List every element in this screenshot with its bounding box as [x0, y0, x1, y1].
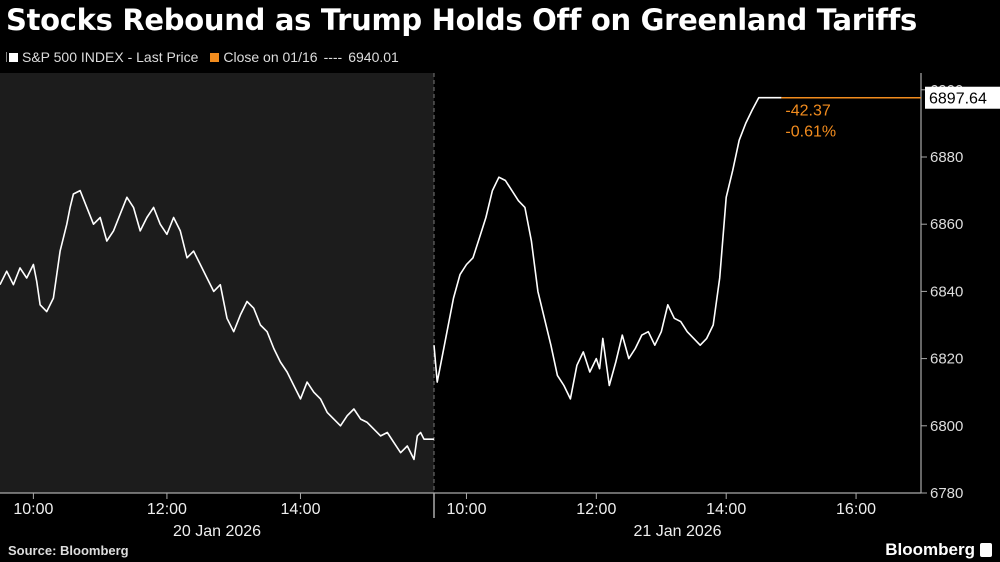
- legend-series-label: S&P 500 INDEX - Last Price: [22, 49, 199, 65]
- source-label: Source: Bloomberg: [8, 543, 129, 558]
- x-tick-label: 14:00: [706, 501, 746, 518]
- y-tick-label: 6780: [930, 485, 963, 502]
- y-tick-label: 6860: [930, 216, 963, 233]
- legend: S&P 500 INDEX - Last Price Close on 01/1…: [6, 49, 411, 65]
- x-tick-label: 10:00: [446, 501, 486, 518]
- y-tick-label: 6840: [930, 283, 963, 300]
- brand-label: Bloomberg: [885, 540, 975, 559]
- brand: Bloomberg: [885, 540, 992, 560]
- x-tick-label: 10:00: [13, 501, 53, 518]
- x-tick-label: 12:00: [576, 501, 616, 518]
- price-line-panel-1: [0, 189, 434, 461]
- change-label: -42.37: [785, 103, 830, 120]
- last-price-box: [925, 86, 1000, 109]
- x-tick-label: 14:00: [280, 501, 320, 518]
- x-tick-label: 12:00: [147, 501, 187, 518]
- x-tick-label: 16:00: [836, 501, 876, 518]
- change-pct-label: -0.61%: [785, 124, 836, 141]
- legend-series: S&P 500 INDEX - Last Price: [6, 49, 198, 65]
- y-tick-label: 6880: [930, 149, 963, 166]
- legend-close-label: Close on 01/16: [223, 49, 318, 65]
- x-date-label: 21 Jan 2026: [633, 523, 721, 540]
- y-tick-label: 6800: [930, 418, 963, 435]
- panel-bg-day2: [434, 73, 921, 493]
- legend-close-swatch: [210, 52, 220, 62]
- x-date-label: 20 Jan 2026: [173, 523, 261, 540]
- legend-stem-icon: [6, 52, 7, 62]
- price-line-panel-2: [433, 96, 782, 400]
- legend-series-swatch: [9, 52, 18, 62]
- bloomberg-logo-icon: [980, 543, 992, 557]
- legend-close: Close on 01/16 ---- 6940.01: [210, 49, 399, 65]
- last-price-label: 6897.64: [929, 91, 987, 108]
- legend-dash-icon: ----: [323, 49, 343, 65]
- chart-title: Stocks Rebound as Trump Holds Off on Gre…: [6, 3, 918, 37]
- panel-bg-day1: [0, 73, 434, 493]
- y-tick-label: 6820: [930, 351, 963, 368]
- legend-close-value: 6940.01: [348, 49, 399, 65]
